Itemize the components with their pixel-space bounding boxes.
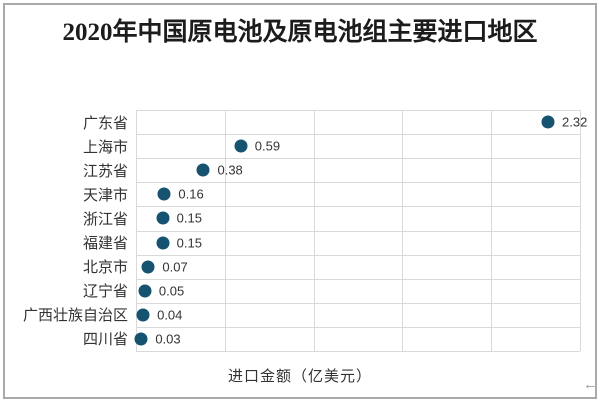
x-axis-title: 进口金额（亿美元）	[227, 368, 372, 385]
category-label: 福建省	[82, 235, 128, 253]
data-point-marker	[136, 308, 150, 322]
horizontal-gridline	[136, 254, 580, 256]
category-label: 江苏省	[82, 162, 128, 180]
chart-frame: 2020年中国原电池及原电池组主要进口地区 广东省上海市江苏省天津市浙江省福建省…	[3, 3, 597, 399]
data-point-marker	[134, 332, 148, 346]
category-label: 广西壮族自治区	[22, 307, 128, 325]
horizontal-gridline	[136, 134, 580, 136]
data-point-marker	[156, 211, 170, 225]
horizontal-gridline	[136, 158, 580, 160]
data-point-marker	[156, 236, 170, 250]
y-axis-labels: 广东省上海市江苏省天津市浙江省福建省北京市辽宁省广西壮族自治区四川省	[13, 110, 128, 351]
plot-area: 2.32 0.59 0.38 0.16 0.15 0.15 0.07 0.05 0.04 0.03	[134, 110, 587, 352]
chart-title: 2020年中国原电池及原电池组主要进口地区	[5, 16, 595, 50]
horizontal-gridline	[136, 326, 580, 328]
category-label: 四川省	[82, 331, 128, 349]
category-label: 浙江省	[82, 210, 128, 228]
data-point-value: 2.32	[562, 114, 588, 130]
horizontal-gridline	[136, 351, 580, 352]
horizontal-gridline	[136, 182, 580, 184]
data-point-marker	[138, 284, 152, 298]
horizontal-gridline	[136, 110, 580, 111]
category-label: 辽宁省	[82, 283, 128, 301]
data-point-value: 0.15	[176, 210, 202, 226]
data-point-value: 0.07	[162, 259, 188, 275]
category-label: 天津市	[82, 186, 128, 204]
category-label: 上海市	[82, 138, 128, 156]
data-point-value: 0.16	[178, 186, 204, 202]
data-point-value: 0.03	[155, 331, 181, 347]
data-point-value: 0.05	[158, 283, 185, 299]
data-point-marker	[157, 187, 171, 201]
data-point-marker	[234, 139, 248, 153]
category-label: 北京市	[82, 259, 128, 277]
data-point-marker	[541, 115, 555, 129]
data-point-marker	[141, 260, 155, 274]
data-point-value: 0.04	[157, 307, 183, 323]
vertical-gridline	[580, 110, 581, 351]
data-point-value: 0.15	[176, 235, 202, 251]
data-point-value: 0.38	[217, 162, 243, 178]
chart-title-text: 2020年中国原电池及原电池组主要进口地区	[62, 19, 538, 46]
resize-arrow-icon: ←	[583, 376, 598, 393]
horizontal-gridline	[136, 278, 580, 280]
horizontal-gridline	[136, 230, 580, 232]
data-point-value: 0.59	[254, 138, 281, 154]
category-label: 广东省	[82, 114, 128, 132]
horizontal-gridline	[136, 302, 580, 304]
horizontal-gridline	[136, 206, 580, 208]
data-point-marker	[196, 163, 210, 177]
